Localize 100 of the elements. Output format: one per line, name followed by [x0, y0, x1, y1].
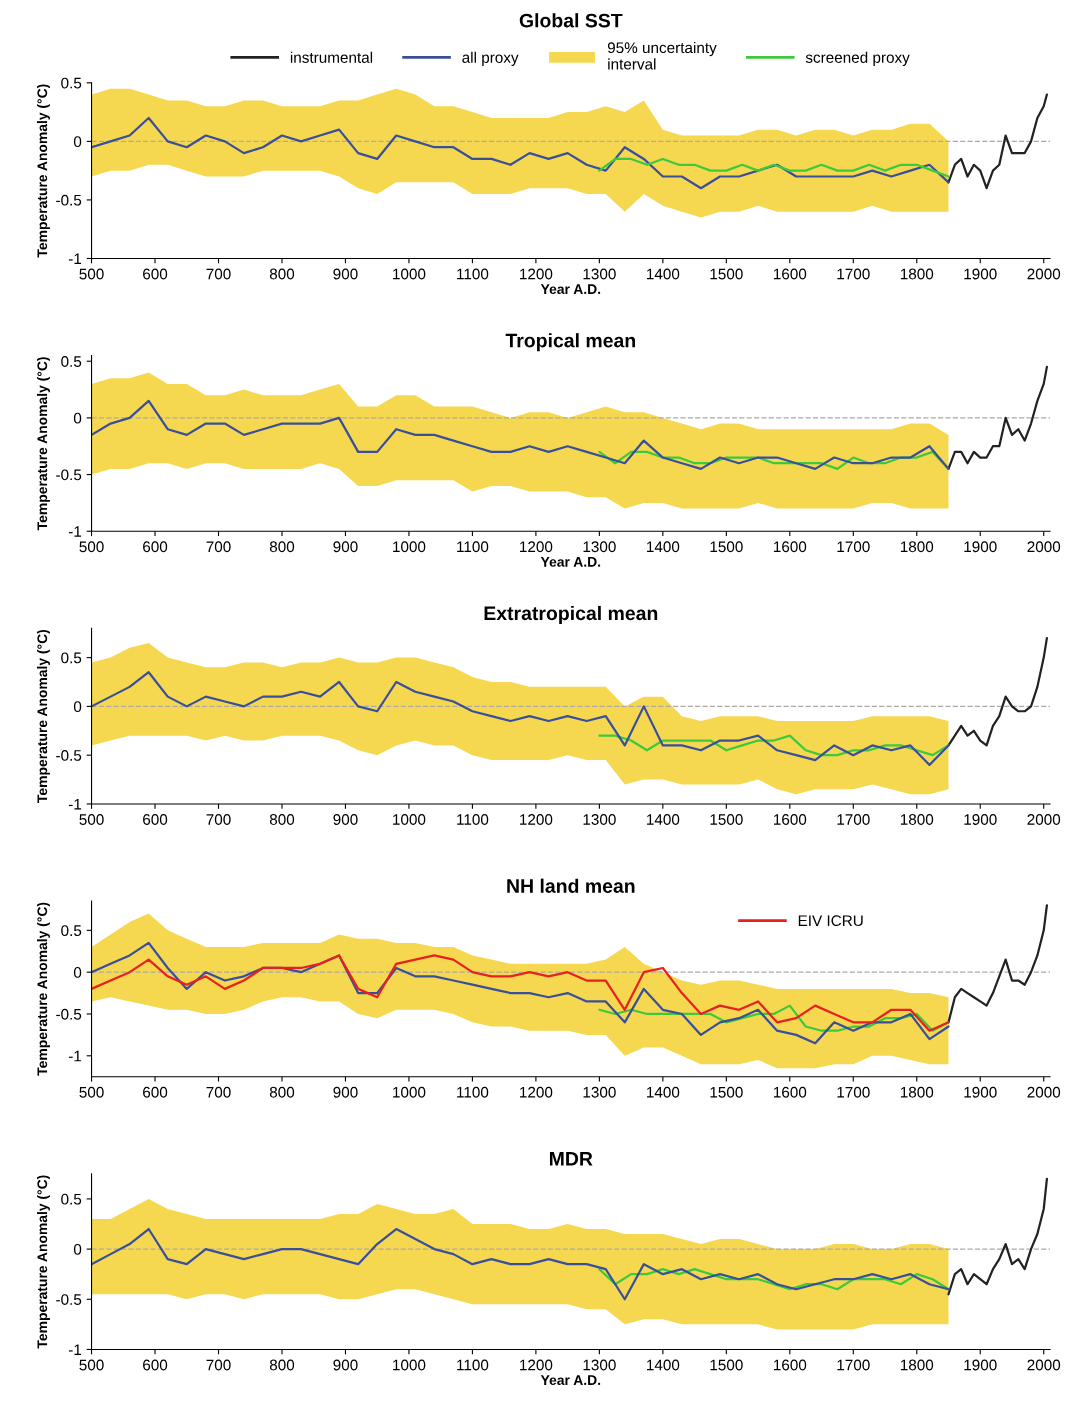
y-tick-label: -0.5 — [56, 194, 82, 206]
legend-label: instrumental — [290, 51, 373, 63]
x-tick-label: 600 — [143, 541, 168, 553]
legend-label: all proxy — [462, 51, 519, 66]
x-tick-label: 1900 — [964, 541, 997, 553]
x-tick-label: 500 — [79, 1086, 104, 1098]
x-tick-label: 1200 — [520, 541, 553, 553]
chart-title: Tropical mean — [505, 333, 635, 352]
x-tick-label: 1000 — [393, 268, 426, 280]
x-tick-label: 1800 — [900, 541, 934, 553]
x-tick-label: 1400 — [647, 814, 680, 825]
x-tick-label: 800 — [269, 814, 295, 825]
y-tick-label: 0.5 — [61, 925, 82, 937]
y-tick-label: -1 — [68, 798, 82, 810]
y-tick-label: -1 — [68, 1344, 82, 1355]
chart-title: Extratropical mean — [484, 605, 658, 625]
y-tick-label: 0 — [73, 967, 82, 978]
x-tick-label: 1500 — [710, 1359, 743, 1371]
y-tick-label: -0.5 — [56, 1008, 82, 1020]
x-tick-label: 1100 — [457, 1359, 489, 1371]
x-tick-label: 2000 — [1027, 541, 1061, 553]
x-tick-label: 1600 — [773, 1359, 807, 1371]
x-tick-label: 1800 — [900, 1359, 934, 1371]
x-tick-label: 1700 — [837, 268, 870, 280]
x-tick-label: 1300 — [583, 1359, 616, 1371]
x-tick-label: 600 — [143, 268, 168, 280]
x-tick-label: 700 — [206, 1359, 231, 1371]
x-tick-label: 1900 — [964, 1359, 997, 1371]
x-tick-label: 600 — [143, 1359, 168, 1371]
x-tick-label: 600 — [143, 814, 168, 825]
x-tick-label: 700 — [206, 1086, 231, 1098]
x-tick-label: 1700 — [837, 1086, 870, 1098]
x-tick-label: 500 — [79, 541, 104, 553]
legend-label: 95% uncertainty interval — [607, 41, 717, 70]
x-tick-label: 1500 — [710, 541, 743, 553]
x-tick-label: 900 — [333, 1359, 358, 1371]
x-axis-title: Year A.D. — [540, 1375, 601, 1386]
line-series — [91, 1227, 950, 1301]
x-tick-label: 1700 — [837, 541, 870, 553]
y-tick-label: -1 — [68, 1050, 82, 1062]
x-tick-label: 900 — [333, 541, 358, 553]
line-series — [598, 734, 950, 757]
x-tick-label: 800 — [269, 1359, 295, 1371]
x-tick-label: 1100 — [457, 1086, 489, 1098]
x-tick-label: 1000 — [393, 541, 426, 553]
x-tick-label: 1600 — [773, 814, 807, 825]
y-tick-label: -0.5 — [56, 469, 82, 481]
line-series — [947, 365, 1049, 470]
x-tick-label: 1600 — [773, 1086, 807, 1098]
x-tick-label: 1700 — [837, 814, 870, 825]
y-tick-label: -0.5 — [56, 750, 82, 761]
x-tick-label: 1700 — [837, 1359, 870, 1371]
x-tick-label: 900 — [333, 814, 358, 825]
x-tick-label: 700 — [206, 814, 231, 825]
legend-label: screened proxy — [805, 51, 910, 66]
legend-label: EIV ICRU — [798, 915, 863, 927]
x-tick-label: 1500 — [710, 814, 743, 825]
x-tick-label: 500 — [79, 268, 104, 280]
x-tick-label: 1300 — [583, 814, 616, 825]
y-tick-label: -0.5 — [56, 1294, 82, 1305]
x-tick-label: 700 — [206, 541, 231, 553]
x-tick-label: 1500 — [710, 1086, 743, 1098]
x-tick-label: 500 — [79, 1359, 104, 1371]
x-tick-label: 1900 — [964, 814, 997, 825]
x-tick-label: 1800 — [900, 814, 934, 825]
x-tick-label: 1300 — [583, 268, 616, 280]
x-tick-label: 1200 — [520, 1086, 553, 1098]
x-tick-label: 1000 — [393, 1086, 426, 1098]
y-tick-label: 0 — [73, 701, 82, 713]
x-tick-label: 700 — [206, 268, 231, 280]
line-series — [947, 93, 1049, 190]
x-tick-label: 2000 — [1027, 814, 1061, 825]
chart-title: NH land mean — [507, 878, 635, 893]
x-tick-label: 1000 — [393, 814, 426, 825]
y-tick-label: 0 — [73, 136, 82, 148]
x-tick-label: 900 — [333, 1086, 358, 1098]
line-series — [91, 954, 950, 1032]
x-tick-label: 800 — [269, 268, 295, 280]
y-axis-title: Temperature Anomaly (°C) — [37, 1175, 50, 1349]
line-series — [947, 636, 1049, 747]
x-tick-label: 1500 — [710, 268, 743, 280]
y-axis-title: Temperature Anomaly (°C) — [37, 629, 50, 803]
x-tick-label: 1100 — [457, 268, 489, 280]
line-series — [91, 116, 950, 190]
y-tick-label: 0.5 — [61, 652, 82, 664]
x-tick-label: 2000 — [1027, 1359, 1061, 1371]
x-tick-label: 1300 — [583, 1086, 616, 1098]
x-tick-label: 1400 — [647, 1359, 680, 1371]
y-axis-title: Temperature Anomaly (°C) — [37, 902, 50, 1076]
x-tick-label: 1900 — [964, 1086, 997, 1098]
line-series — [947, 1177, 1049, 1296]
x-tick-label: 1600 — [773, 268, 807, 280]
line-series — [91, 941, 950, 1045]
x-tick-label: 1200 — [520, 814, 553, 825]
chart-title: Global SST — [519, 13, 623, 28]
x-tick-label: 2000 — [1027, 268, 1061, 280]
line-series — [598, 1004, 950, 1032]
x-tick-label: 600 — [143, 1086, 168, 1098]
x-tick-label: 1800 — [900, 1086, 934, 1098]
x-tick-label: 1400 — [647, 1086, 680, 1098]
